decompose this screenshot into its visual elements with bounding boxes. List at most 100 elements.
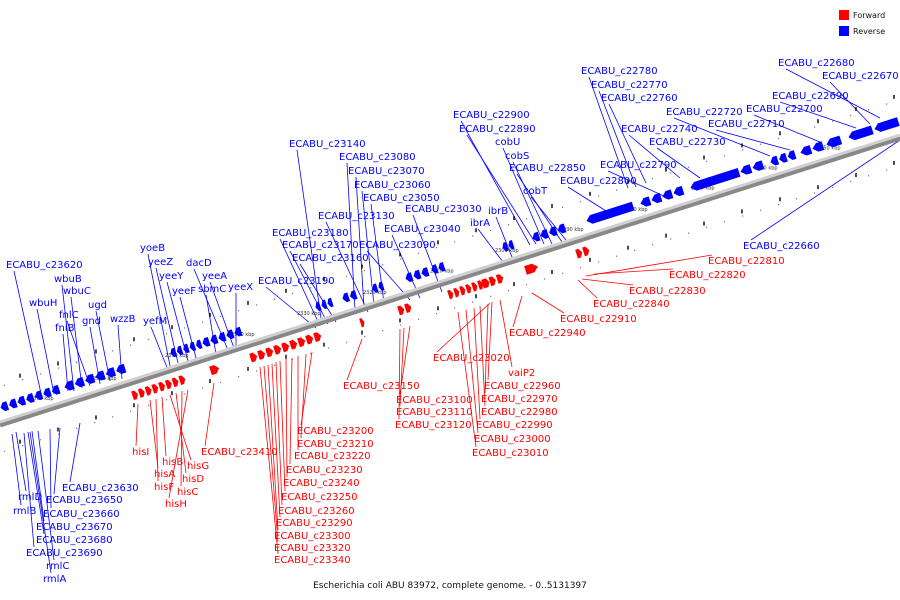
forward-gene-arrow bbox=[151, 384, 159, 394]
reverse-leader-line bbox=[608, 103, 647, 184]
track-dot bbox=[868, 175, 870, 177]
track-dot bbox=[220, 381, 222, 384]
track-dot bbox=[238, 376, 240, 378]
forward-leader-line bbox=[499, 299, 513, 368]
forward-gene-arrow bbox=[447, 289, 454, 300]
reverse-gene-label: ECABU_c22720 bbox=[666, 107, 743, 118]
reverse-gene-label: ECABU_c23630 bbox=[62, 483, 139, 494]
reverse-gene-arrow bbox=[586, 201, 635, 224]
reverse-gene-label: ibrB bbox=[488, 206, 508, 217]
legend-forward-swatch bbox=[839, 10, 849, 20]
track-dot bbox=[526, 218, 528, 220]
reverse-leader-line bbox=[27, 431, 45, 535]
reverse-gene-label: ECABU_c22800 bbox=[560, 176, 637, 187]
track-dot bbox=[166, 399, 168, 401]
reverse-leader-line bbox=[53, 427, 61, 495]
reverse-leader-line bbox=[31, 430, 45, 522]
reverse-gene-label: yeeX bbox=[228, 282, 253, 293]
reverse-gene-arrow bbox=[378, 281, 385, 291]
genome-caption: Escherichia coli ABU 83972, complete gen… bbox=[313, 581, 587, 591]
reverse-gene-arrow bbox=[690, 168, 741, 191]
reverse-gene-arrow bbox=[874, 117, 900, 132]
track-dot bbox=[886, 169, 888, 171]
reverse-gene-arrow bbox=[202, 337, 211, 347]
reverse-gene-arrow bbox=[64, 380, 75, 391]
track-dot bbox=[256, 304, 258, 306]
forward-gene-arrow bbox=[313, 332, 322, 342]
forward-gene-label: ECABU_c23240 bbox=[283, 478, 360, 489]
forward-gene-label: ECABU_c23290 bbox=[276, 518, 353, 529]
reverse-gene-arrow bbox=[826, 135, 843, 148]
forward-leader-line bbox=[473, 307, 481, 420]
forward-gene-arrow bbox=[289, 339, 298, 350]
reverse-gene-label: ECABU_c22740 bbox=[621, 124, 698, 135]
forward-gene-arrow bbox=[273, 345, 282, 355]
reverse-gene-arrow bbox=[662, 189, 674, 200]
forward-gene-label: ECABU_c22840 bbox=[593, 299, 670, 310]
track-dot bbox=[400, 324, 402, 326]
track-dot bbox=[184, 327, 186, 329]
track-dot bbox=[706, 160, 708, 163]
track-dot bbox=[454, 241, 456, 243]
forward-leader-line bbox=[399, 325, 411, 395]
forward-leader-line bbox=[346, 338, 363, 381]
track-dot bbox=[886, 103, 888, 105]
track-dot bbox=[652, 178, 654, 180]
reverse-gene-arrow bbox=[95, 370, 106, 381]
forward-gene-label: ECABU_c23210 bbox=[297, 439, 374, 450]
forward-gene-arrow bbox=[459, 286, 466, 296]
reverse-gene-arrow bbox=[673, 185, 685, 197]
track-dot bbox=[688, 232, 690, 234]
forward-gene-label: hisC bbox=[177, 487, 198, 498]
forward-leader-line bbox=[175, 392, 187, 474]
track-dot bbox=[148, 338, 150, 341]
reverse-gene-label: ECABU_c22790 bbox=[600, 160, 677, 171]
track-dot bbox=[58, 433, 60, 435]
kbp-label: 2260 kbp bbox=[754, 165, 778, 171]
reverse-leader-line bbox=[785, 68, 881, 119]
forward-gene-label: hisI bbox=[132, 447, 149, 458]
reverse-leader-line bbox=[495, 216, 515, 263]
reverse-leader-line bbox=[296, 149, 323, 326]
reverse-gene-label: ECABU_c22660 bbox=[743, 241, 820, 252]
reverse-leader-line bbox=[36, 308, 55, 395]
reverse-leader-line bbox=[69, 422, 81, 483]
reverse-gene-label: ECABU_c22680 bbox=[778, 58, 855, 69]
reverse-leader-line bbox=[502, 147, 545, 245]
reverse-leader-line bbox=[49, 428, 52, 509]
track-dot bbox=[112, 350, 114, 352]
reverse-gene-arrow bbox=[532, 231, 541, 242]
reverse-gene-label: ECABU_c23140 bbox=[289, 139, 366, 150]
reverse-gene-arrow bbox=[0, 401, 10, 412]
reverse-gene-arrow bbox=[26, 393, 35, 403]
reverse-gene-arrow bbox=[234, 326, 243, 337]
forward-gene-arrow bbox=[404, 303, 412, 313]
track-dot bbox=[274, 298, 276, 300]
axis-line bbox=[0, 133, 900, 424]
forward-leader-line bbox=[512, 295, 523, 328]
reverse-gene-arrow bbox=[438, 262, 446, 272]
forward-gene-label: vaiP2 bbox=[508, 368, 535, 379]
reverse-leader-line bbox=[11, 433, 22, 506]
track-dot bbox=[634, 183, 636, 186]
forward-leader-line bbox=[300, 353, 307, 439]
forward-gene-arrow bbox=[164, 379, 172, 390]
forward-gene-arrow bbox=[209, 365, 220, 376]
reverse-gene-label: ECABU_c23620 bbox=[6, 260, 83, 271]
forward-gene-arrow bbox=[158, 381, 165, 392]
forward-gene-arrow bbox=[281, 342, 290, 353]
track-dot bbox=[472, 235, 474, 237]
reverse-leader-line bbox=[361, 190, 375, 306]
reverse-gene-arrow bbox=[183, 343, 190, 354]
reverse-gene-label: ECABU_c22770 bbox=[591, 80, 668, 91]
reverse-gene-arrow bbox=[170, 347, 178, 358]
kbp-label: 2250 kbp bbox=[817, 145, 841, 151]
track-dot bbox=[4, 450, 6, 452]
forward-gene-label: ECABU_c23020 bbox=[433, 353, 510, 364]
track-dot bbox=[814, 126, 816, 128]
reverse-gene-arrow bbox=[105, 367, 117, 378]
reverse-gene-label: rmlA bbox=[43, 574, 66, 585]
track-dot bbox=[796, 132, 798, 134]
forward-gene-arrow bbox=[265, 347, 274, 358]
track-dot bbox=[40, 373, 42, 375]
